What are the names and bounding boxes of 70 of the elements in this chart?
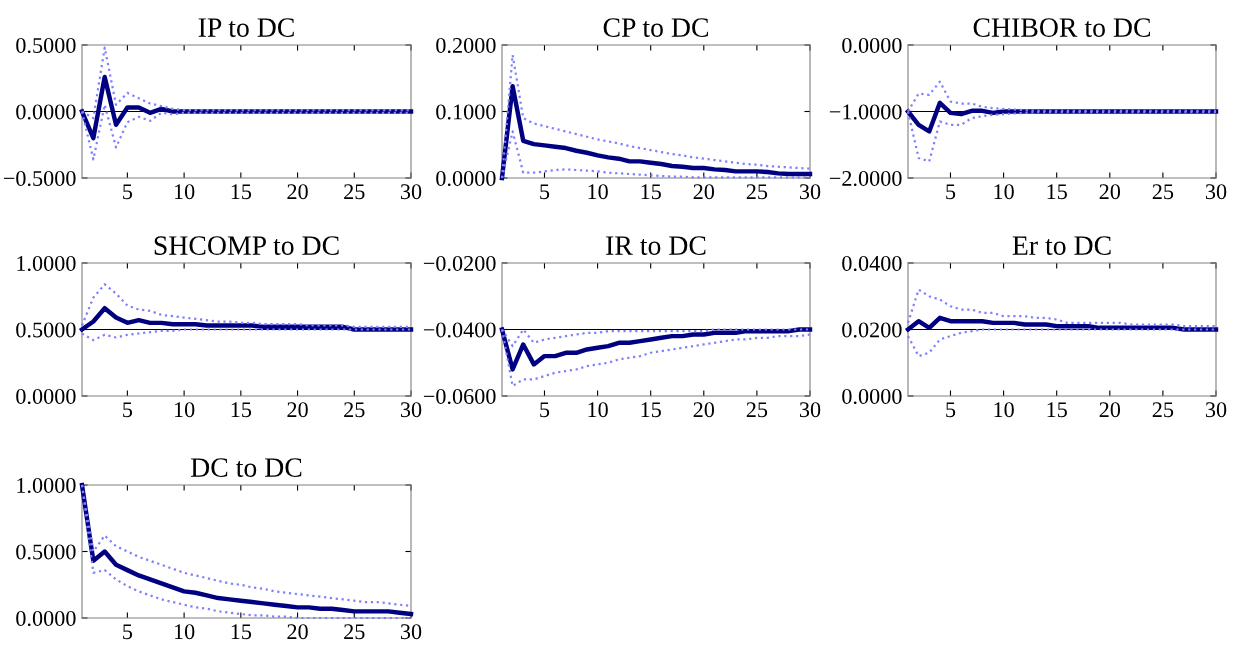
- y-tick-label: 0.1000: [436, 104, 496, 120]
- y-tick-label: 0.0000: [436, 170, 496, 187]
- y-tick-label: 0.5000: [16, 544, 76, 560]
- chart-title: IR to DC: [606, 236, 706, 255]
- x-tick-label: 25: [344, 184, 365, 200]
- y-tick-label: 0.0200: [842, 322, 902, 338]
- x-tick-label: 20: [287, 402, 308, 418]
- x-tick-label: 25: [1152, 184, 1174, 200]
- x-tick-label: 5: [946, 402, 956, 418]
- chart-title: IP to DC: [198, 18, 294, 37]
- x-tick-label: 20: [1099, 184, 1121, 200]
- x-tick-label: 5: [946, 184, 956, 200]
- chart-title: DC to DC: [190, 458, 302, 477]
- x-tick-label: 25: [746, 184, 768, 200]
- x-tick-label: 10: [994, 184, 1014, 200]
- x-tick-label: 20: [1099, 402, 1121, 418]
- chart-title: Er to DC: [1012, 236, 1111, 255]
- x-tick-label: 15: [231, 402, 252, 418]
- x-tick-label: 30: [799, 184, 821, 200]
- x-tick-label: 20: [693, 402, 715, 418]
- x-tick-label: 30: [400, 624, 422, 640]
- x-tick-label: 25: [746, 402, 768, 418]
- y-tick-label: 0.5000: [16, 322, 76, 338]
- x-tick-label: 10: [588, 184, 608, 200]
- y-tick-label: 0.0000: [16, 610, 76, 627]
- x-tick-label: 30: [400, 402, 422, 418]
- x-tick-label: 15: [641, 402, 661, 418]
- y-tick-label: 1.0000: [17, 477, 76, 494]
- y-tick-label: −0.5000: [3, 170, 76, 187]
- y-tick-label: 1.0000: [17, 255, 76, 272]
- x-tick-label: 10: [174, 624, 195, 640]
- x-tick-label: 15: [1047, 184, 1067, 200]
- y-tick-label: 0.0000: [842, 37, 902, 54]
- x-tick-label: 10: [174, 402, 195, 418]
- x-tick-label: 5: [540, 184, 550, 200]
- y-tick-label: 0.0000: [16, 388, 76, 405]
- chart-title: SHCOMP to DC: [154, 236, 339, 255]
- x-tick-label: 30: [799, 402, 821, 418]
- x-tick-label: 15: [231, 184, 252, 200]
- y-tick-label: 0.0000: [16, 104, 76, 120]
- y-tick-label: 0.2000: [436, 37, 496, 54]
- chart-title: CP to DC: [603, 18, 708, 37]
- y-tick-label: 0.0000: [842, 388, 902, 405]
- x-tick-label: 5: [123, 184, 133, 200]
- y-tick-label: −0.0400: [423, 322, 496, 338]
- x-tick-label: 20: [693, 184, 715, 200]
- x-tick-label: 25: [344, 624, 365, 640]
- y-tick-label: 0.5000: [16, 37, 76, 54]
- x-tick-label: 30: [1205, 184, 1227, 200]
- x-tick-label: 10: [994, 402, 1014, 418]
- y-tick-label: −2.0000: [829, 170, 902, 187]
- y-tick-label: 0.0400: [842, 255, 902, 272]
- x-tick-label: 10: [588, 402, 608, 418]
- x-tick-label: 20: [287, 624, 308, 640]
- x-tick-label: 25: [344, 402, 365, 418]
- x-tick-label: 30: [1205, 402, 1227, 418]
- y-tick-label: −1.0000: [829, 104, 902, 120]
- y-tick-label: −0.0600: [423, 388, 496, 405]
- y-tick-label: −0.0200: [423, 255, 496, 272]
- x-tick-label: 20: [287, 184, 308, 200]
- x-tick-label: 15: [1047, 402, 1067, 418]
- x-tick-label: 30: [400, 184, 422, 200]
- x-tick-label: 5: [123, 402, 133, 418]
- x-tick-label: 5: [540, 402, 550, 418]
- x-tick-label: 5: [123, 624, 133, 640]
- chart-title: CHIBOR to DC: [973, 18, 1150, 37]
- x-tick-label: 15: [641, 184, 661, 200]
- x-tick-label: 25: [1152, 402, 1174, 418]
- x-tick-label: 15: [231, 624, 252, 640]
- x-tick-label: 10: [174, 184, 195, 200]
